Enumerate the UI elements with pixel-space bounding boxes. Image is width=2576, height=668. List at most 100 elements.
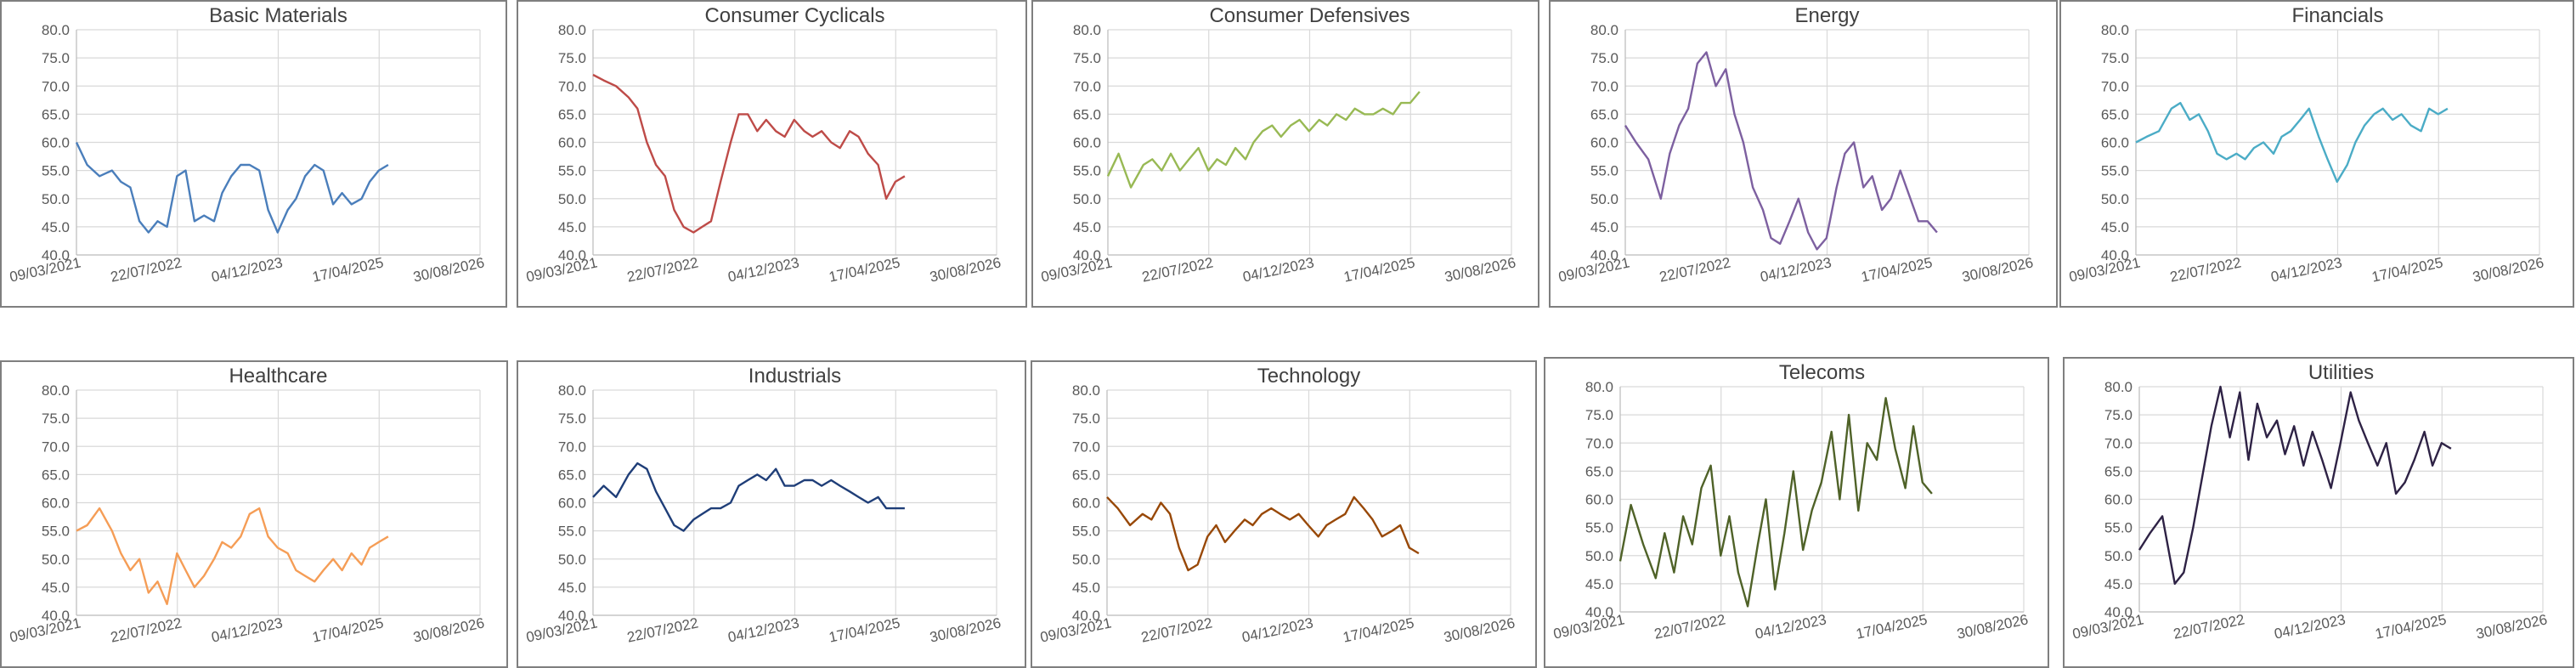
x-tick-label: 17/04/2025 (311, 254, 385, 285)
y-tick-label: 75.0 (2101, 50, 2129, 66)
x-tick-label: 04/12/2023 (1240, 614, 1314, 645)
chart-title: Technology (1257, 365, 1360, 388)
x-tick-label: 04/12/2023 (726, 254, 800, 285)
x-tick-label: 22/07/2022 (2172, 611, 2246, 642)
y-tick-label: 65.0 (558, 467, 586, 483)
x-tick-label: 04/12/2023 (2269, 254, 2343, 285)
y-tick-label: 50.0 (1590, 191, 1618, 207)
chart-panel: Technology 40.0 45.0 50.0 55.0 60.0 65.0 70.0 75… (1031, 360, 1537, 668)
y-tick-label: 55.0 (558, 524, 586, 540)
x-tick-label: 30/08/2026 (1961, 254, 2035, 285)
chart-svg: Telecoms 40.0 45.0 50.0 55.0 60.0 65.0 70.0 75.0… (1552, 361, 2030, 643)
y-tick-label: 60.0 (42, 135, 70, 151)
series-line (2135, 101, 2449, 184)
y-tick-label: 80.0 (558, 382, 586, 399)
x-tick-label: 30/08/2026 (1956, 611, 2030, 642)
y-tick-label: 80.0 (1585, 379, 1613, 395)
y-tick-label: 65.0 (1072, 467, 1100, 483)
y-tick-label: 40.0 (1590, 247, 1618, 263)
y-tick-label: 55.0 (1585, 520, 1613, 536)
y-tick-label: 75.0 (1073, 50, 1101, 66)
x-tick-label: 04/12/2023 (1754, 611, 1827, 642)
y-tick-label: 60.0 (558, 495, 586, 512)
y-tick-label: 45.0 (558, 219, 586, 235)
chart-panel: Basic Materials 40.0 45.0 50.0 55.0 60.0 65.0 7… (0, 0, 507, 308)
series-line (1624, 51, 1938, 251)
y-tick-label: 55.0 (1590, 163, 1618, 179)
y-tick-label: 75.0 (1585, 407, 1613, 423)
y-tick-label: 45.0 (1590, 219, 1618, 235)
y-tick-label: 70.0 (1585, 435, 1613, 451)
y-tick-label: 60.0 (1590, 135, 1618, 151)
y-tick-label: 50.0 (1073, 191, 1101, 207)
x-tick-label: 04/12/2023 (210, 614, 284, 645)
y-tick-label: 55.0 (42, 163, 70, 179)
y-tick-label: 70.0 (42, 78, 70, 94)
y-tick-label: 75.0 (42, 410, 70, 427)
x-tick-label: 17/04/2025 (1860, 254, 1934, 285)
chart-title: Energy (1794, 4, 1859, 27)
y-tick-label: 50.0 (42, 191, 70, 207)
x-tick-label: 22/07/2022 (1140, 254, 1214, 285)
chart-svg: Financials 40.0 45.0 50.0 55.0 60.0 65.0 70.0 75… (2068, 4, 2545, 286)
chart-panel: Consumer Defensives 40.0 45.0 50.0 55.0 60.0 6… (1031, 0, 1539, 308)
series-line (76, 507, 389, 605)
y-tick-label: 75.0 (1590, 50, 1618, 66)
series-line (1106, 495, 1420, 572)
chart-title: Consumer Defensives (1209, 4, 1409, 27)
x-tick-label: 04/12/2023 (726, 614, 800, 645)
y-tick-label: 65.0 (1073, 106, 1101, 122)
x-tick-label: 22/07/2022 (109, 614, 183, 645)
x-tick-label: 04/12/2023 (1759, 254, 1833, 285)
x-tick-label: 22/07/2022 (1139, 614, 1213, 645)
y-tick-label: 45.0 (1585, 576, 1613, 592)
y-tick-label: 75.0 (42, 50, 70, 66)
y-tick-label: 65.0 (558, 106, 586, 122)
y-tick-label: 45.0 (42, 219, 70, 235)
x-tick-label: 30/08/2026 (1443, 614, 1517, 645)
x-tick-label: 04/12/2023 (2273, 611, 2347, 642)
y-tick-label: 60.0 (2101, 135, 2129, 151)
y-tick-label: 50.0 (558, 552, 586, 568)
chart-title: Utilities (2308, 361, 2374, 384)
y-tick-label: 40.0 (1073, 247, 1101, 263)
x-tick-label: 22/07/2022 (625, 254, 699, 285)
chart-svg: Basic Materials 40.0 45.0 50.0 55.0 60.0 65.0 7… (8, 4, 486, 286)
x-tick-label: 17/04/2025 (1342, 614, 1415, 645)
y-tick-label: 70.0 (558, 78, 586, 94)
y-tick-label: 80.0 (42, 22, 70, 38)
y-tick-label: 50.0 (1072, 552, 1100, 568)
chart-title: Basic Materials (209, 4, 347, 27)
y-tick-label: 60.0 (2104, 492, 2133, 508)
y-tick-label: 60.0 (1585, 492, 1613, 508)
y-tick-label: 80.0 (2101, 22, 2129, 38)
y-tick-label: 40.0 (1585, 604, 1613, 620)
y-tick-label: 75.0 (2104, 407, 2133, 423)
chart-svg: Consumer Defensives 40.0 45.0 50.0 55.0 60.0 6… (1040, 4, 1517, 286)
y-tick-label: 65.0 (42, 106, 70, 122)
y-tick-label: 60.0 (558, 135, 586, 151)
y-tick-label: 55.0 (1073, 163, 1101, 179)
chart-svg: Energy 40.0 45.0 50.0 55.0 60.0 65.0 70.0 75.0 80… (1557, 4, 2035, 286)
y-tick-label: 80.0 (558, 22, 586, 38)
y-tick-label: 50.0 (558, 191, 586, 207)
y-tick-label: 65.0 (2101, 106, 2129, 122)
y-tick-label: 65.0 (2104, 463, 2133, 479)
y-tick-label: 55.0 (1072, 524, 1100, 540)
y-tick-label: 40.0 (2104, 604, 2133, 620)
y-tick-label: 55.0 (558, 163, 586, 179)
y-tick-label: 45.0 (558, 580, 586, 596)
x-tick-label: 04/12/2023 (1241, 254, 1315, 285)
chart-panel: Utilities 40.0 45.0 50.0 55.0 60.0 65.0 70.0 75.… (2063, 357, 2574, 668)
x-tick-label: 30/08/2026 (929, 254, 1003, 285)
x-tick-label: 22/07/2022 (1652, 611, 1726, 642)
chart-panel: Healthcare 40.0 45.0 50.0 55.0 60.0 65.0 70.0 75… (0, 360, 508, 668)
y-tick-label: 55.0 (42, 524, 70, 540)
y-tick-label: 60.0 (42, 495, 70, 512)
y-tick-label: 50.0 (2104, 548, 2133, 564)
y-tick-label: 45.0 (2104, 576, 2133, 592)
y-tick-label: 70.0 (1590, 78, 1618, 94)
chart-title: Financials (2291, 4, 2383, 27)
x-tick-label: 30/08/2026 (1443, 254, 1517, 285)
x-tick-label: 22/07/2022 (2168, 254, 2242, 285)
